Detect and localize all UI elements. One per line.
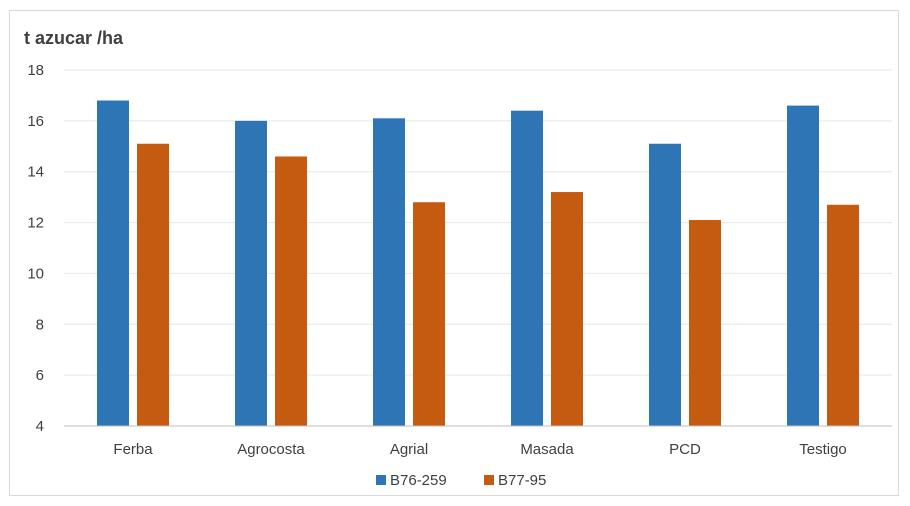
bar-b77-95-agrocosta — [275, 156, 307, 426]
y-tick-label: 18 — [27, 62, 44, 79]
bar-b76-259-pcd — [649, 143, 681, 426]
y-axis-title: t azucar /ha — [24, 28, 124, 48]
bar-b77-95-ferba — [137, 143, 169, 426]
x-category-label: Agrial — [390, 441, 428, 458]
x-category-label: Ferba — [113, 441, 153, 458]
legend: B76-259 B77-95 — [376, 472, 546, 489]
bars — [97, 100, 859, 427]
bar-b76-259-testigo — [787, 105, 819, 426]
y-tick-label: 14 — [27, 164, 44, 181]
legend-swatch — [484, 475, 494, 485]
bar-b76-259-agrocosta — [235, 120, 267, 426]
bar-b76-259-masada — [511, 110, 543, 426]
bar-b77-95-pcd — [689, 220, 721, 426]
bar-b77-95-testigo — [827, 204, 859, 426]
gridlines — [64, 69, 892, 376]
x-category-label: PCD — [669, 441, 701, 458]
y-tick-label: 8 — [36, 316, 44, 333]
y-tick-label: 10 — [27, 265, 44, 282]
y-tick-label: 12 — [27, 215, 44, 232]
x-category-label: Agrocosta — [237, 441, 305, 458]
y-axis-ticks: 4 6 8 10 12 14 16 18 — [27, 62, 44, 435]
x-category-label: Masada — [520, 441, 574, 458]
bar-b76-259-ferba — [97, 100, 129, 426]
legend-label: B76-259 — [390, 472, 447, 489]
legend-swatch — [376, 475, 386, 485]
x-axis-categories: Ferba Agrocosta Agrial Masada PCD Testigo — [113, 441, 846, 458]
bar-b76-259-agrial — [373, 118, 405, 427]
bar-b77-95-masada — [551, 192, 583, 426]
x-category-label: Testigo — [799, 441, 847, 458]
legend-label: B77-95 — [498, 472, 546, 489]
y-tick-label: 4 — [36, 418, 44, 435]
y-tick-label: 16 — [27, 113, 44, 130]
y-tick-label: 6 — [36, 367, 44, 384]
bar-b77-95-agrial — [413, 202, 445, 426]
